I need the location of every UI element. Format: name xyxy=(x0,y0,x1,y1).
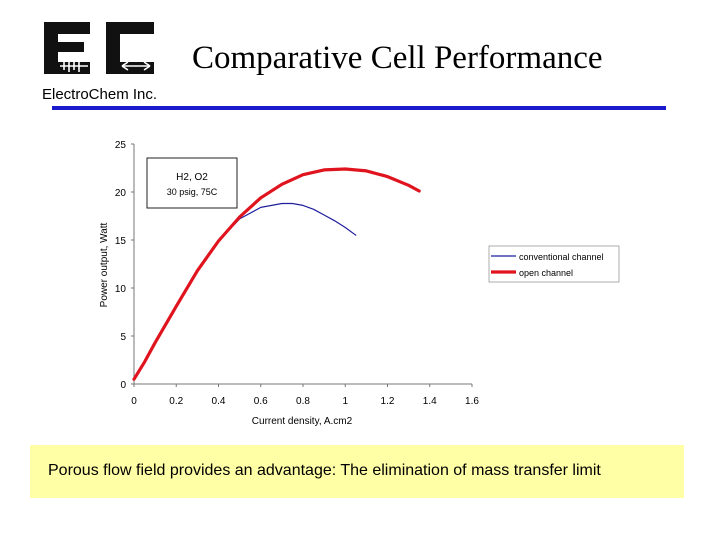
x-tick-label: 1.2 xyxy=(381,396,395,407)
title-rule xyxy=(52,106,666,110)
y-tick-label: 0 xyxy=(120,380,126,391)
y-axis-label: Power output, Watt xyxy=(99,222,110,307)
legend-label: open channel xyxy=(519,268,573,278)
chart-ticks: 0 0.2 0.4 0.6 0.8 1 1.2 1.4 1.6 0 5 10 15 20 25 xyxy=(115,140,480,407)
x-tick-label: 0.6 xyxy=(254,396,268,407)
x-tick-label: 0.8 xyxy=(296,396,310,407)
annotation-line1: H2, O2 xyxy=(176,172,208,183)
x-tick-label: 1 xyxy=(342,396,348,407)
chart-series xyxy=(132,167,421,381)
caption-text: Porous flow field provides an advantage:… xyxy=(48,462,601,479)
series-line-open-channel xyxy=(132,167,421,381)
caption-box: Porous flow field provides an advantage:… xyxy=(30,445,684,498)
x-tick-label: 1.4 xyxy=(423,396,437,407)
x-tick-label: 0.4 xyxy=(212,396,226,407)
slide-title: Comparative Cell Performance xyxy=(192,40,603,76)
chart-annotation: H2, O2 30 psig, 75C xyxy=(146,157,238,209)
power-chart: 0 0.2 0.4 0.6 0.8 1 1.2 1.4 1.6 0 5 10 15 20 25 H2, O2… xyxy=(99,140,620,427)
legend-label: conventional channel xyxy=(519,252,604,262)
y-tick-label: 25 xyxy=(115,140,127,151)
x-tick-label: 0.2 xyxy=(169,396,183,407)
chart-legend: conventional channel open channel xyxy=(488,245,620,283)
y-tick-label: 15 xyxy=(115,236,127,247)
y-tick-label: 5 xyxy=(120,332,126,343)
y-tick-label: 10 xyxy=(115,284,127,295)
x-tick-label: 1.6 xyxy=(465,396,479,407)
y-tick-label: 20 xyxy=(115,188,127,199)
annotation-box xyxy=(146,157,238,209)
electrochem-logo xyxy=(44,22,154,74)
company-name: ElectroChem Inc. xyxy=(42,86,158,103)
x-axis-label: Current density, A.cm2 xyxy=(252,416,353,427)
annotation-line2: 30 psig, 75C xyxy=(167,187,218,197)
series-line-conventional-channel xyxy=(133,202,357,380)
x-tick-label: 0 xyxy=(131,396,137,407)
legend-box xyxy=(488,245,620,283)
